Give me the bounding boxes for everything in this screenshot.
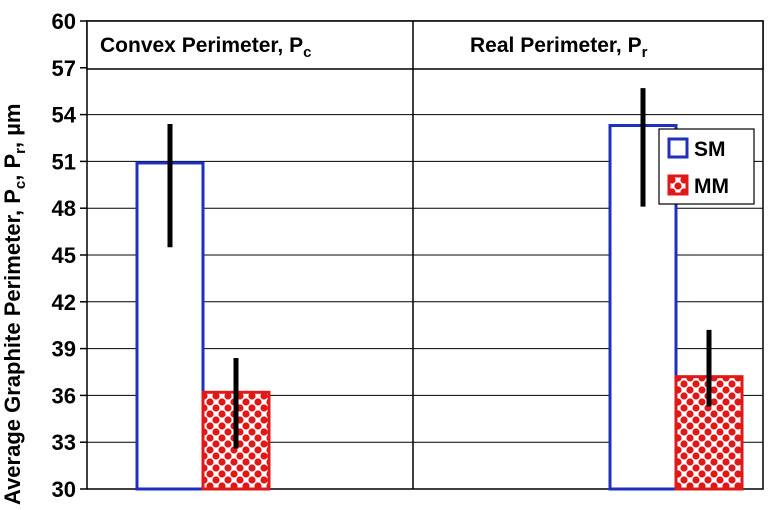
y-axis-label: Average Graphite Perimeter, Pc, Pr, µm <box>0 104 29 505</box>
legend: SM MM <box>658 128 755 205</box>
y-tick-label: 42 <box>52 290 76 315</box>
legend-label-sm: SM <box>694 138 726 161</box>
y-axis-ticks: 30 33 36 39 42 45 48 51 54 57 60 <box>52 9 87 502</box>
legend-swatch-sm <box>667 137 689 159</box>
y-tick-label: 45 <box>52 243 76 268</box>
legend-label-mm: MM <box>694 175 729 198</box>
error-bars <box>167 88 712 449</box>
legend-swatch-mm <box>667 174 689 196</box>
y-tick-label: 57 <box>52 56 76 81</box>
panel-title-real: Real Perimeter, Pr <box>470 34 648 61</box>
y-tick-label: 60 <box>52 9 76 34</box>
y-tick-label: 39 <box>52 337 76 362</box>
y-tick-label: 30 <box>52 477 76 502</box>
y-tick-label: 36 <box>52 383 76 408</box>
y-tick-label: 48 <box>52 196 76 221</box>
y-tick-label: 51 <box>52 149 76 174</box>
y-tick-label: 33 <box>52 430 76 455</box>
panel-header-band <box>86 20 764 70</box>
y-tick-label: 54 <box>52 103 77 128</box>
panel-title-convex: Convex Perimeter, Pc <box>100 34 311 61</box>
